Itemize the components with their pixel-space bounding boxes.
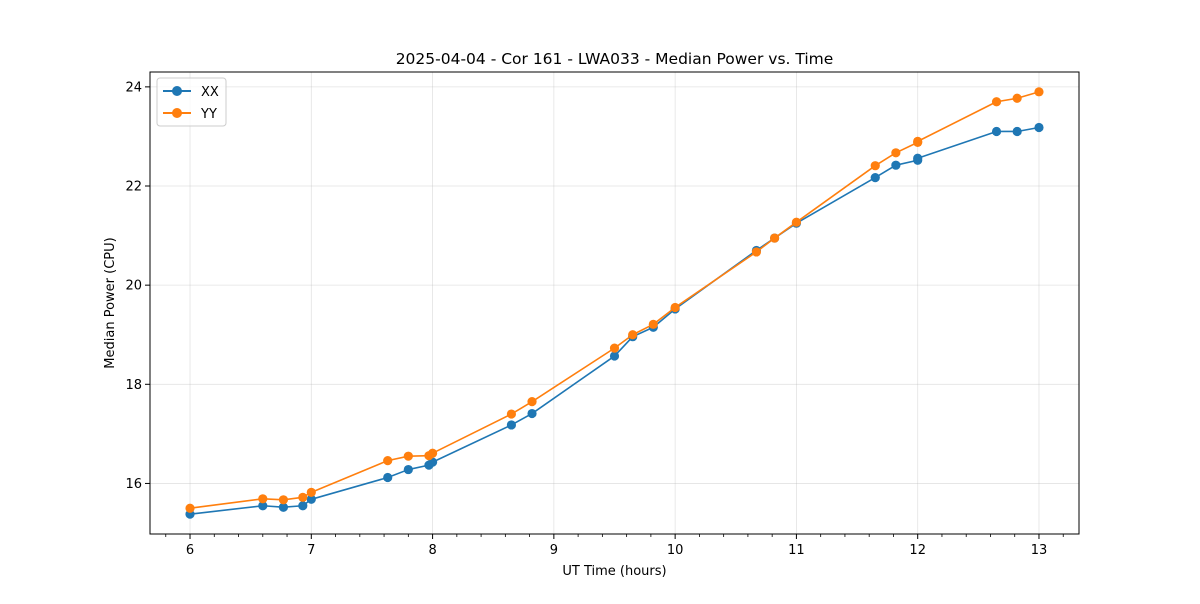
data-point-yy (1012, 93, 1022, 103)
data-point-yy (769, 233, 780, 243)
data-point-yy (383, 456, 393, 466)
x-tick-label: 9 (550, 543, 558, 558)
data-point-xx (913, 153, 923, 163)
data-point-yy (913, 136, 923, 146)
data-point-xx (258, 501, 268, 511)
y-tick-label: 20 (125, 279, 142, 294)
chart-title: 2025-04-04 - Cor 161 - LWA033 - Median P… (396, 50, 834, 68)
grid (150, 72, 1079, 534)
x-axis-label: UT Time (hours) (562, 564, 666, 579)
y-tick-label: 18 (125, 378, 142, 393)
x-tick-label: 10 (667, 543, 684, 558)
data-point-yy (298, 492, 308, 502)
data-point-yy (506, 409, 517, 419)
data-point-xx (506, 420, 517, 430)
data-point-xx (870, 172, 880, 183)
legend-label-xx: XX (201, 85, 219, 100)
x-tick-label: 13 (1031, 543, 1048, 558)
data-point-xx (298, 501, 308, 511)
data-point-yy (403, 451, 413, 461)
x-tick-label: 7 (307, 543, 315, 558)
y-tick-label: 22 (125, 180, 142, 195)
data-point-yy (278, 495, 289, 505)
data-point-xx (1034, 122, 1044, 133)
data-point-yy (670, 302, 680, 313)
y-tick-label: 16 (125, 477, 142, 492)
x-tick-label: 6 (186, 543, 194, 558)
y-tick-label: 24 (125, 80, 142, 95)
data-point-yy (258, 494, 268, 504)
legend: XX YY (156, 77, 227, 127)
x-tick-label: 11 (788, 543, 805, 558)
axes: 6 7 8 9 10 11 12 13 16 18 20 22 24 (125, 80, 1064, 558)
legend-swatch-yy-marker (172, 108, 182, 118)
data-point-yy (870, 161, 880, 171)
data-point-yy (628, 330, 638, 340)
series-layer (185, 87, 1044, 519)
data-point-xx (527, 408, 537, 419)
data-point-yy (609, 343, 620, 353)
data-point-xx (991, 126, 1002, 137)
data-point-xx (609, 351, 620, 361)
legend-label-yy: YY (200, 107, 217, 122)
data-point-yy (427, 448, 438, 458)
data-point-yy (648, 319, 658, 329)
data-point-yy (1034, 87, 1044, 97)
data-point-yy (185, 503, 195, 513)
data-point-xx (278, 502, 289, 512)
y-axis-label: Median Power (CPU) (103, 237, 118, 368)
x-tick-label: 8 (428, 543, 436, 558)
data-point-xx (306, 494, 316, 504)
data-point-yy (527, 397, 537, 407)
data-point-xx (383, 472, 393, 483)
data-point-yy (891, 148, 901, 158)
legend-swatch-xx-marker (172, 86, 182, 96)
plot-frame (149, 71, 1080, 535)
data-point-yy (991, 97, 1002, 107)
data-point-xx (1012, 126, 1022, 137)
data-point-xx (403, 464, 413, 475)
data-point-yy (751, 247, 762, 257)
data-point-yy (306, 487, 316, 497)
data-point-xx (891, 160, 901, 170)
x-tick-label: 12 (909, 543, 926, 558)
data-point-yy (791, 217, 802, 227)
